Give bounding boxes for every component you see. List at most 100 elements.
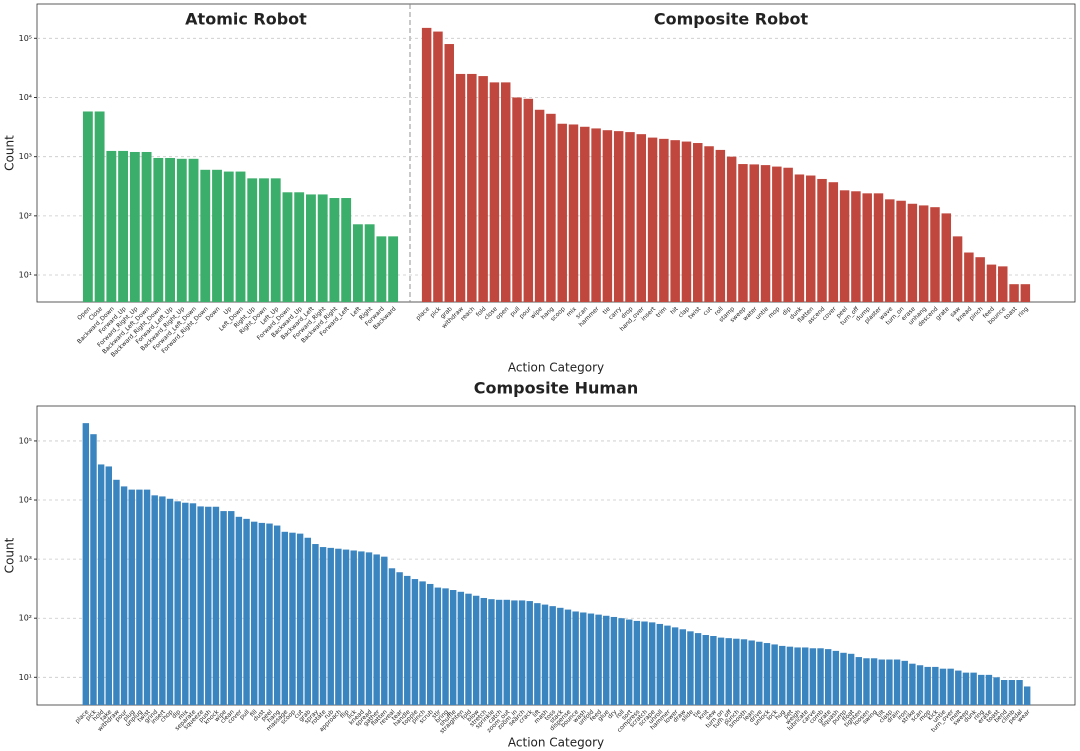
bar	[779, 645, 786, 705]
bar	[1023, 686, 1031, 705]
bar	[373, 554, 380, 705]
bar	[381, 556, 388, 705]
top-axes-frame	[36, 3, 1076, 303]
bar	[633, 620, 641, 705]
bar	[512, 97, 522, 303]
bar	[358, 551, 365, 705]
bar	[317, 194, 328, 302]
bar	[270, 178, 281, 302]
bar	[376, 236, 387, 302]
bar	[526, 601, 533, 705]
bar	[998, 266, 1008, 302]
bar	[113, 479, 120, 705]
bar	[489, 82, 500, 302]
bar	[205, 506, 212, 705]
bar	[296, 533, 304, 705]
bar	[220, 511, 227, 705]
bar	[985, 674, 993, 705]
bar	[748, 640, 755, 705]
x-tick-label: Up	[222, 305, 233, 316]
bar	[941, 213, 952, 302]
bar	[472, 595, 480, 705]
bar	[901, 660, 908, 705]
bar	[312, 544, 319, 705]
bar	[855, 657, 863, 705]
bar	[557, 607, 564, 705]
bar	[159, 496, 166, 705]
bar	[916, 665, 924, 705]
bar	[534, 109, 545, 302]
bar	[1020, 284, 1031, 302]
bar	[197, 506, 204, 705]
bar	[329, 198, 340, 302]
bar	[863, 658, 870, 705]
y-tick-label: 10⁵	[19, 34, 32, 43]
bar	[641, 621, 648, 705]
bar	[250, 521, 258, 705]
bar	[572, 611, 579, 705]
bar	[364, 224, 375, 302]
x-tick-label: twist	[687, 305, 703, 321]
bar	[396, 572, 403, 705]
bar	[918, 205, 929, 302]
bar	[975, 257, 985, 302]
bar	[603, 615, 610, 705]
bar	[294, 192, 305, 302]
bar	[228, 511, 235, 705]
bar	[557, 123, 567, 302]
bar	[786, 646, 794, 705]
bar	[970, 672, 977, 705]
bar	[534, 603, 541, 705]
bar	[419, 581, 426, 705]
bar	[613, 131, 624, 302]
bar	[763, 643, 771, 705]
bar	[1000, 680, 1008, 705]
x-tick-label: dip	[781, 305, 793, 317]
bar	[434, 587, 442, 705]
bar	[930, 207, 940, 302]
bar	[118, 150, 129, 302]
bar	[595, 614, 602, 705]
bar	[591, 128, 601, 302]
bar	[151, 495, 158, 705]
y-axis-label: Count	[3, 537, 17, 573]
bar	[687, 631, 694, 705]
bar	[546, 113, 556, 302]
x-axis-label: Action Category	[508, 736, 604, 750]
y-tick-label: 10⁴	[19, 496, 32, 505]
bar	[817, 648, 824, 705]
x-tick-label: tie	[601, 305, 612, 316]
bar	[105, 466, 113, 705]
y-tick-label: 10³	[19, 555, 32, 564]
bar	[165, 157, 175, 302]
x-axis-label: Action Category	[508, 361, 604, 375]
bar	[388, 568, 396, 705]
bar	[725, 638, 732, 705]
bar	[625, 619, 633, 705]
x-tick-label: ring	[1017, 305, 1030, 318]
bar	[511, 600, 518, 705]
bar	[670, 140, 680, 302]
bar	[82, 423, 90, 705]
bar	[824, 649, 832, 705]
bar	[503, 599, 510, 705]
bar	[455, 73, 466, 303]
x-tick-label: hit	[669, 305, 680, 316]
bar	[647, 137, 658, 302]
bar	[281, 531, 289, 705]
bar	[365, 552, 373, 705]
bar	[500, 82, 511, 302]
bar	[223, 171, 234, 302]
x-tick-label: fill	[249, 708, 259, 718]
bar	[189, 503, 197, 705]
bar	[993, 677, 1000, 705]
bar	[282, 192, 293, 302]
bar	[174, 501, 181, 705]
bar	[756, 641, 763, 705]
bar	[893, 659, 901, 705]
bar	[964, 252, 974, 302]
x-tick-label: dip	[171, 708, 183, 720]
bar	[97, 464, 105, 705]
bar	[805, 175, 816, 302]
bar	[166, 498, 174, 705]
